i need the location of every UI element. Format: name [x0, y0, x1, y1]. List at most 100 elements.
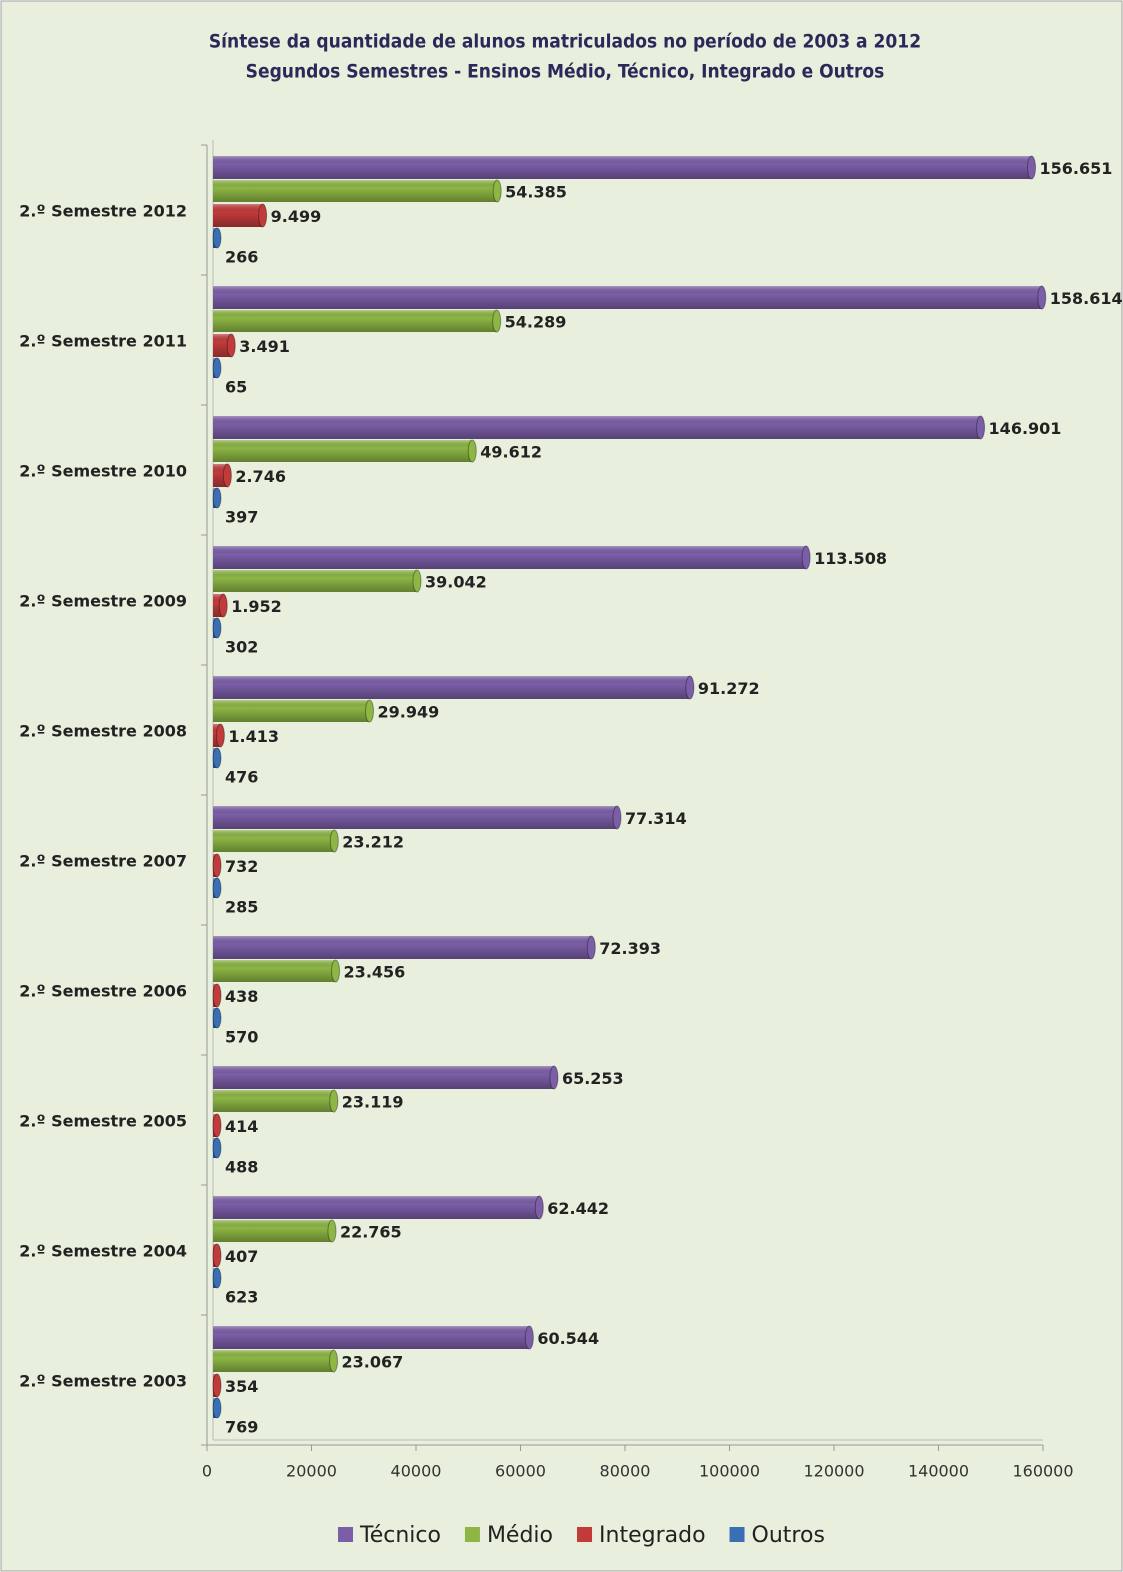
bar [212, 1373, 222, 1398]
bar [213, 1325, 534, 1350]
data-label: 65 [225, 378, 247, 397]
bar [213, 415, 986, 440]
bar-shade [213, 830, 335, 852]
bar-shade [213, 1350, 334, 1372]
bar-cap [212, 747, 222, 769]
bar-shade [213, 416, 981, 439]
x-tick-label: 160000 [1012, 1462, 1073, 1481]
bar-cap [226, 333, 236, 358]
y-tick-label: 2.º Semestre 2011 [19, 332, 187, 351]
bar [213, 1195, 544, 1220]
data-label: 23.119 [342, 1093, 404, 1112]
data-label: 476 [225, 768, 258, 787]
data-label: 49.612 [480, 443, 542, 462]
bar [213, 675, 695, 700]
bar-cap [412, 569, 422, 593]
bar-cap [685, 675, 695, 700]
bar-cap [212, 357, 222, 379]
bar [212, 1243, 222, 1268]
bar-cap [212, 617, 222, 639]
bar-shade [213, 464, 228, 487]
bar [212, 983, 222, 1008]
data-label: 285 [225, 898, 258, 917]
data-label: 570 [225, 1028, 258, 1047]
bar [213, 155, 1037, 180]
data-label: 623 [225, 1288, 258, 1307]
data-label: 65.253 [562, 1069, 624, 1088]
bar [212, 1113, 222, 1138]
bar-shade [213, 180, 498, 202]
legend-swatch [577, 1527, 593, 1542]
bar [213, 1089, 339, 1113]
y-tick-label: 2.º Semestre 2004 [19, 1242, 187, 1261]
bar-cap [218, 593, 228, 618]
bar-shade [213, 334, 232, 357]
y-tick-label: 2.º Semestre 2005 [19, 1112, 187, 1131]
data-label: 156.651 [1040, 159, 1113, 178]
data-label: 72.393 [599, 939, 661, 958]
bar [213, 545, 811, 570]
bar-cap [801, 545, 811, 570]
data-label: 22.765 [340, 1223, 402, 1242]
data-label: 39.042 [425, 573, 487, 592]
x-tick-label: 140000 [908, 1462, 969, 1481]
data-label: 488 [225, 1158, 258, 1177]
bar-cap [212, 877, 222, 899]
bar-cap [215, 723, 225, 748]
bar-cap [327, 1219, 337, 1243]
bar-cap [524, 1325, 534, 1350]
data-label: 113.508 [814, 549, 887, 568]
bar-cap [534, 1195, 544, 1220]
bar-cap [212, 1267, 222, 1289]
bar-shade [213, 1066, 554, 1089]
legend-label: Outros [752, 1523, 825, 1548]
data-label: 54.385 [505, 183, 567, 202]
bar-cap [976, 415, 986, 440]
bar-cap [492, 309, 502, 333]
bar-shade [213, 1090, 334, 1112]
bar-cap [612, 805, 622, 830]
bar [213, 439, 477, 463]
legend-swatch [338, 1527, 353, 1542]
bar [212, 1137, 222, 1159]
bar [213, 1349, 339, 1373]
bar [213, 203, 268, 228]
bar-shade [213, 204, 263, 227]
bar [212, 1397, 222, 1419]
data-label: 146.901 [989, 419, 1062, 438]
bar-cap [492, 179, 502, 203]
data-label: 23.067 [342, 1353, 404, 1372]
bar [212, 487, 222, 509]
bar [212, 747, 222, 769]
x-tick-label: 0 [202, 1462, 212, 1481]
bar [213, 959, 341, 983]
bar-shade [213, 310, 497, 332]
data-label: 158.614 [1050, 289, 1123, 308]
bar-cap [222, 463, 232, 488]
data-label: 62.442 [547, 1199, 609, 1218]
bar-cap [212, 1397, 222, 1419]
data-label: 302 [225, 638, 258, 657]
data-label: 1.413 [228, 727, 279, 746]
bar [212, 1267, 222, 1289]
y-tick-label: 2.º Semestre 2010 [19, 462, 187, 481]
bar-shade [213, 546, 807, 569]
bar [213, 699, 374, 723]
data-label: 60.544 [537, 1329, 599, 1348]
bar-cap [258, 203, 268, 228]
bar-cap [329, 829, 339, 853]
data-label: 9.499 [271, 207, 322, 226]
data-label: 23.456 [344, 963, 406, 982]
bar-shade [213, 440, 473, 462]
bar [213, 309, 502, 333]
bar [213, 333, 236, 358]
bar-shade [213, 1326, 530, 1349]
bar-cap [1037, 285, 1047, 310]
bar-cap [212, 853, 222, 878]
y-tick-label: 2.º Semestre 2003 [19, 1372, 187, 1391]
data-label: 54.289 [505, 313, 567, 332]
data-label: 2.746 [235, 467, 286, 486]
bar-shade [213, 936, 592, 959]
bar [213, 569, 422, 593]
